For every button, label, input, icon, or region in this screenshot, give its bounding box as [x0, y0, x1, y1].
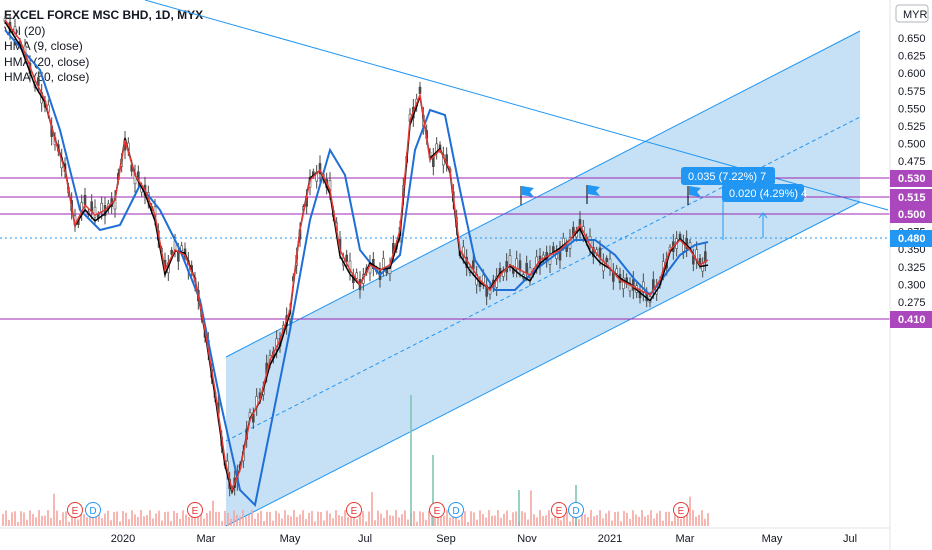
level-badge-0410: 0.410	[890, 311, 932, 328]
dividend-event-icon[interactable]: D	[568, 502, 584, 518]
earnings-event-icon[interactable]: E	[346, 502, 362, 518]
svg-text:E: E	[351, 506, 358, 517]
level-badge-text: 0.515	[898, 192, 926, 204]
channel-fill	[226, 31, 860, 526]
earnings-event-icon[interactable]: E	[551, 502, 567, 518]
time-tick-label: Mar	[676, 533, 695, 545]
measure-label-2: 0.020 (4.29%) 4	[729, 188, 807, 200]
price-tick-label: 0.625	[898, 51, 926, 63]
currency-badge[interactable]: MYR	[895, 4, 929, 23]
level-badge-0500: 0.500	[890, 206, 932, 223]
earnings-event-icon[interactable]: E	[429, 502, 445, 518]
svg-text:E: E	[678, 506, 685, 517]
price-axis[interactable]	[890, 0, 932, 550]
svg-text:D: D	[89, 506, 96, 517]
dividend-event-icon[interactable]: D	[448, 502, 464, 518]
level-badge-text: 0.500	[898, 209, 926, 221]
price-tick-label: 0.500	[898, 139, 926, 151]
svg-text:E: E	[192, 506, 199, 517]
price-tick-label: 0.350	[898, 244, 926, 256]
price-tick-label: 0.475	[898, 156, 926, 168]
time-tick-label: Jul	[843, 533, 857, 545]
price-tick-label: 0.575	[898, 86, 926, 98]
volume-bars	[2, 395, 709, 526]
legend-hma-50[interactable]: HMA (50, close)	[4, 70, 90, 84]
flag-marker[interactable]	[520, 186, 534, 205]
time-tick-label: 2021	[598, 533, 622, 545]
flag-marker[interactable]	[687, 186, 701, 205]
currency-label: MYR	[903, 9, 928, 21]
level-badge-text: 0.530	[898, 173, 926, 185]
level-badge-0530: 0.530	[890, 170, 932, 187]
earnings-event-icon[interactable]: E	[67, 502, 83, 518]
flag-marker[interactable]	[586, 185, 600, 204]
level-badge-0515: 0.515	[890, 189, 932, 206]
dividend-event-icon[interactable]: D	[85, 502, 101, 518]
time-tick-label: Nov	[517, 533, 537, 545]
price-tick-label: 0.650	[898, 33, 926, 45]
earnings-event-icon[interactable]: E	[673, 502, 689, 518]
svg-text:E: E	[556, 506, 563, 517]
last-price-badge: 0.480	[890, 230, 932, 247]
time-tick-label: May	[762, 533, 783, 545]
price-tick-label: 0.300	[898, 279, 926, 291]
channel-bottom-line[interactable]	[225, 201, 861, 527]
svg-text:E: E	[434, 506, 441, 517]
time-axis[interactable]: 2020 Mar May Jul Sep Nov 2021 Mar May Jul	[111, 533, 857, 545]
time-tick-label: 2020	[111, 533, 135, 545]
svg-text:D: D	[452, 506, 459, 517]
price-tick-label: 0.550	[898, 103, 926, 115]
hma-9-line[interactable]	[4, 19, 709, 493]
measure-label-1: 0.035 (7.22%) 7	[688, 171, 766, 183]
time-tick-label: Jul	[358, 533, 372, 545]
channel-top-line[interactable]	[225, 30, 861, 358]
price-tick-label: 0.325	[898, 262, 926, 274]
last-price-text: 0.480	[898, 233, 926, 245]
time-tick-label: Sep	[436, 533, 456, 545]
price-range-measure[interactable]: 0.035 (7.22%) 7 0.020 (4.29%) 4	[681, 167, 807, 240]
svg-text:D: D	[572, 506, 579, 517]
earnings-event-icon[interactable]: E	[187, 502, 203, 518]
time-tick-label: Mar	[197, 533, 216, 545]
price-tick-label: 0.600	[898, 68, 926, 80]
price-tick-label: 0.525	[898, 121, 926, 133]
symbol-title[interactable]: EXCEL FORCE MSC BHD, 1D, MYX	[4, 8, 204, 22]
level-badge-text: 0.410	[898, 314, 926, 326]
svg-text:E: E	[72, 506, 79, 517]
price-tick-label: 0.275	[898, 297, 926, 309]
time-tick-label: May	[280, 533, 301, 545]
